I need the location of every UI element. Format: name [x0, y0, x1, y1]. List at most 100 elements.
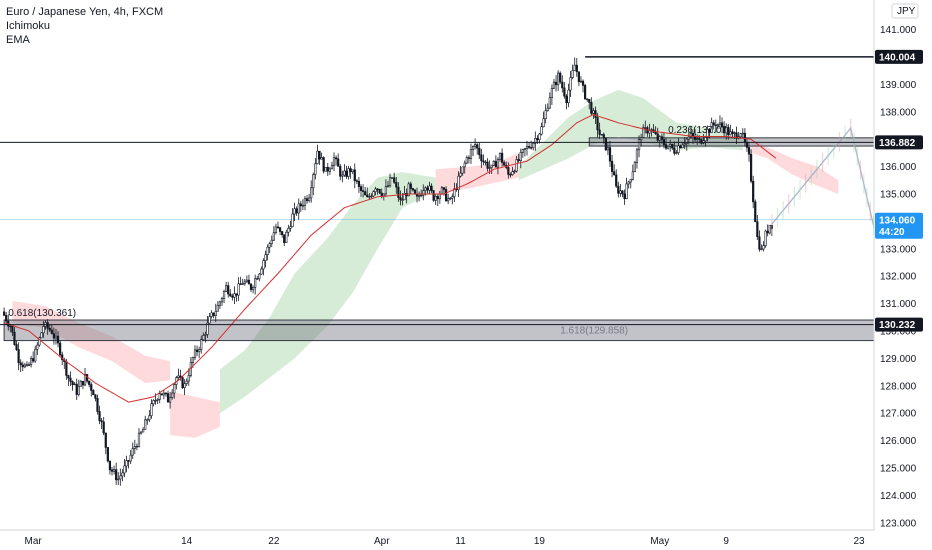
candle — [187, 368, 190, 386]
candle-body — [332, 157, 336, 167]
candle — [252, 285, 255, 294]
indicator-ichimoku-label[interactable]: Ichimoku — [6, 20, 51, 32]
fib-annotation: 0.618(130.361) — [8, 308, 76, 319]
symbol-title[interactable]: Euro / Japanese Yen, 4h, FXCM — [6, 6, 164, 18]
candle — [156, 398, 159, 405]
candle — [19, 359, 22, 373]
candle — [486, 158, 489, 172]
candle-body — [671, 143, 674, 149]
candle-body — [527, 146, 531, 148]
candle — [525, 140, 529, 156]
candle — [519, 148, 522, 169]
candle — [511, 166, 514, 176]
candle-body — [463, 162, 466, 168]
candle — [173, 382, 176, 399]
candle-body — [104, 432, 107, 448]
candle-body — [378, 189, 381, 194]
candle — [293, 202, 296, 222]
candle — [567, 83, 570, 108]
price-tick-label: 138.000 — [880, 107, 917, 118]
plot-area: 0.618(130.361) 1.618(129.858) 0.236(137.07… — [0, 56, 874, 486]
candle-body — [299, 203, 302, 207]
candle-body — [623, 193, 626, 199]
candle — [397, 182, 400, 202]
candle-body — [13, 331, 16, 345]
candle-body — [710, 122, 713, 133]
candle — [177, 368, 180, 381]
candle — [229, 289, 232, 297]
candle-body — [293, 208, 296, 215]
candle-body — [451, 196, 454, 199]
candle-body — [617, 185, 620, 194]
candle-body — [127, 460, 130, 462]
candle — [42, 321, 45, 338]
time-axis: Mar 14 22 Apr 11 19 May 9 23 — [0, 529, 874, 547]
candle — [706, 125, 709, 142]
candle-body — [177, 375, 180, 378]
candle-body — [125, 460, 128, 467]
candle-body — [403, 193, 406, 201]
candle — [112, 465, 116, 475]
candle-body — [523, 148, 527, 150]
candle-body — [115, 469, 118, 481]
candle-body — [245, 279, 248, 283]
candle — [67, 374, 70, 386]
candle-body — [391, 177, 394, 179]
candle-body — [218, 301, 222, 306]
candle-body — [270, 239, 273, 244]
candle-body — [79, 380, 82, 387]
candle — [59, 340, 62, 358]
candle — [278, 226, 282, 236]
candle-body — [351, 169, 354, 173]
candle — [465, 155, 468, 165]
candle — [220, 296, 224, 306]
indicator-ema-label[interactable]: EMA — [6, 34, 30, 46]
candle-body — [590, 102, 593, 114]
candle-body — [467, 157, 471, 159]
candle-body — [621, 190, 624, 195]
candle-body — [106, 447, 109, 462]
candle — [629, 178, 632, 189]
candle-body — [747, 147, 751, 155]
candle-body — [266, 246, 269, 255]
candle-body — [208, 316, 211, 324]
candle-body — [714, 124, 717, 127]
candle — [341, 170, 344, 183]
candle-body — [507, 167, 510, 175]
candle — [268, 241, 271, 254]
candle — [550, 84, 553, 105]
candle-body — [465, 157, 468, 164]
candle — [704, 135, 707, 147]
current-price-tag-box — [875, 212, 923, 239]
candle — [463, 160, 466, 174]
price-tick-label: 127.000 — [880, 409, 917, 420]
candle — [498, 152, 502, 162]
candle-body — [459, 172, 462, 177]
candle-body — [542, 118, 545, 128]
candle — [754, 199, 757, 223]
candle-body — [25, 364, 29, 366]
candle — [395, 176, 398, 194]
candle-body — [517, 159, 520, 161]
candle — [671, 143, 674, 151]
candle — [372, 190, 375, 198]
candle — [476, 143, 479, 155]
candle — [285, 229, 288, 243]
candle-body — [749, 153, 753, 182]
candle — [102, 416, 105, 436]
candle-body — [324, 166, 327, 172]
candle-body — [179, 375, 182, 378]
candle-body — [698, 138, 701, 140]
candle — [685, 137, 688, 151]
candle — [243, 278, 246, 286]
candle — [295, 206, 298, 217]
candle — [664, 137, 668, 151]
candle — [457, 171, 460, 198]
candle-body — [305, 198, 309, 201]
candle — [81, 380, 85, 390]
candle-body — [382, 193, 385, 197]
candle — [56, 331, 60, 348]
candle — [393, 172, 396, 184]
